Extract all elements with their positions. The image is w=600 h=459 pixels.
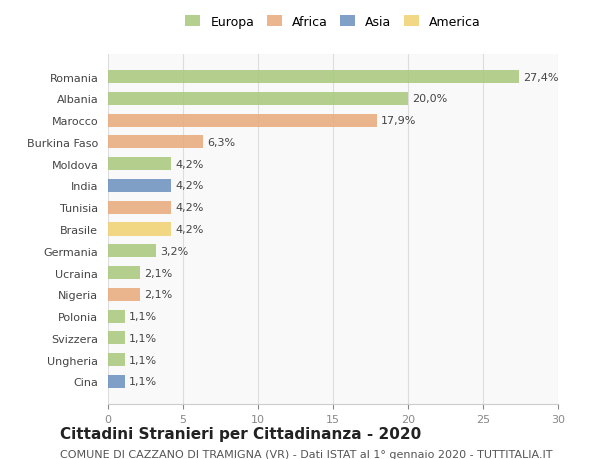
Text: 4,2%: 4,2% <box>176 159 204 169</box>
Bar <box>108 266 139 280</box>
Bar <box>108 375 125 388</box>
Bar <box>108 201 171 214</box>
Legend: Europa, Africa, Asia, America: Europa, Africa, Asia, America <box>185 16 481 29</box>
Bar <box>108 310 125 323</box>
Text: Cittadini Stranieri per Cittadinanza - 2020: Cittadini Stranieri per Cittadinanza - 2… <box>60 425 421 441</box>
Text: 17,9%: 17,9% <box>381 116 416 126</box>
Text: 1,1%: 1,1% <box>129 333 157 343</box>
Text: 1,1%: 1,1% <box>129 311 157 321</box>
Text: 4,2%: 4,2% <box>176 224 204 235</box>
Bar <box>108 288 139 301</box>
Text: COMUNE DI CAZZANO DI TRAMIGNA (VR) - Dati ISTAT al 1° gennaio 2020 - TUTTITALIA.: COMUNE DI CAZZANO DI TRAMIGNA (VR) - Dat… <box>60 449 553 459</box>
Bar <box>108 158 171 171</box>
Text: 27,4%: 27,4% <box>523 73 559 83</box>
Text: 20,0%: 20,0% <box>413 94 448 104</box>
Text: 1,1%: 1,1% <box>129 376 157 386</box>
Bar <box>108 245 156 258</box>
Bar <box>108 93 408 106</box>
Text: 4,2%: 4,2% <box>176 181 204 191</box>
Bar <box>108 331 125 345</box>
Text: 6,3%: 6,3% <box>207 138 235 148</box>
Text: 3,2%: 3,2% <box>161 246 189 256</box>
Bar <box>108 353 125 366</box>
Text: 2,1%: 2,1% <box>144 290 172 300</box>
Text: 2,1%: 2,1% <box>144 268 172 278</box>
Bar <box>108 136 203 149</box>
Text: 4,2%: 4,2% <box>176 203 204 213</box>
Bar <box>108 71 519 84</box>
Bar <box>108 223 171 236</box>
Bar <box>108 114 377 128</box>
Text: 1,1%: 1,1% <box>129 355 157 365</box>
Bar <box>108 179 171 193</box>
